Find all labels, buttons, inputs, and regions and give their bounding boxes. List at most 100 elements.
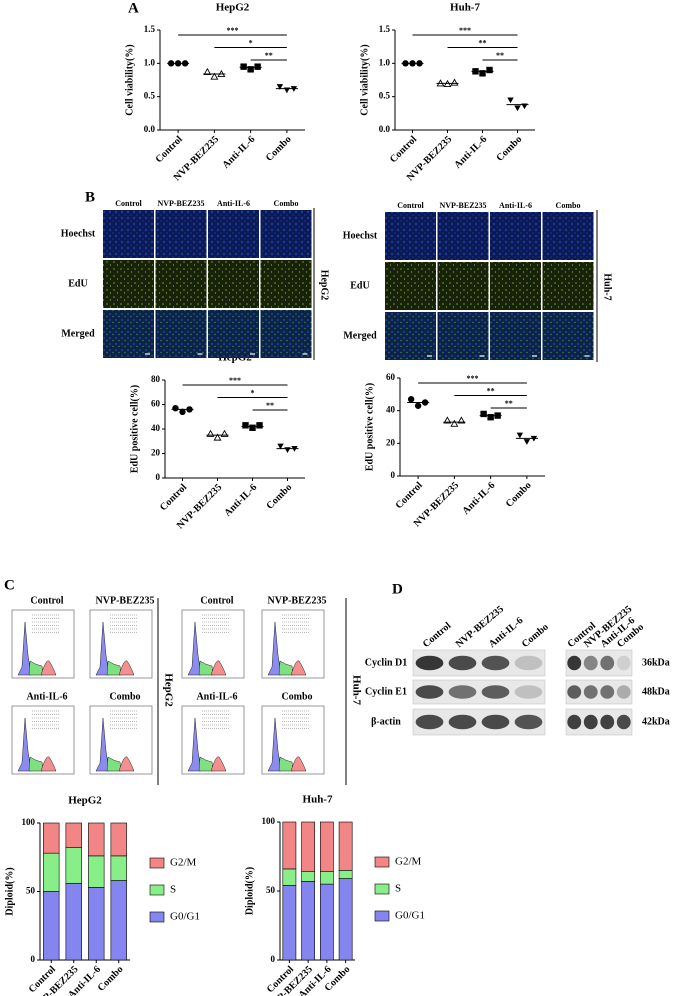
y-axis-label: Diploid(%) [4,867,15,915]
data-point [523,439,531,445]
y-tick-label: 60 [386,372,396,382]
s-phase [198,756,214,772]
micrograph [490,312,541,360]
histogram-label: Anti-IL-6 [26,691,67,702]
significance-label: *** [467,374,479,383]
band [415,714,444,730]
data-point [516,432,524,439]
bar-segment [110,880,127,961]
micrograph [260,210,312,258]
bar-segment [110,855,127,881]
legend-swatch [149,911,165,923]
blot-strip [412,649,546,677]
y-tick-label: 20 [386,437,396,447]
chart-title: HepG2 [216,2,250,14]
data-point [450,419,459,427]
g2-peak [118,660,135,676]
x-tick-label: Anti-IL-6 [461,480,498,517]
s-phase [278,756,294,772]
panel-label: B [85,189,95,205]
bar-segment [301,871,315,882]
chart-title: Huh-7 [303,794,333,806]
legend-label: G2/M [170,857,197,869]
histogram-label: NVP-BEZ235 [268,595,327,606]
cell-line-label: HepG2 [319,270,330,301]
histogram-frame [11,705,75,775]
histogram-label: Control [200,595,233,606]
bar-segment [88,822,105,857]
y-axis-label: Cell viability(%) [359,44,370,115]
row-label: EdU [68,278,87,289]
column-label: Combo [556,201,581,210]
data-point [210,72,219,80]
s-phase [106,660,122,676]
band [481,714,510,730]
legend-label: S [170,884,176,896]
micrograph [437,312,489,360]
micrograph [542,262,594,310]
column-label: Control [397,201,424,210]
protein-label: Cyclin D1 [365,657,408,668]
data-point [480,410,487,418]
micrograph [385,312,436,360]
micrograph [103,310,154,358]
x-tick-label: Control [154,134,185,165]
x-tick-label: Control [388,134,419,165]
data-point [242,422,249,429]
s-phase [106,756,122,772]
micrograph [260,310,312,358]
bar-segment [338,869,353,879]
band [583,685,598,699]
x-tick-label: Anti-IL-6 [221,134,258,171]
x-tick-label: Combo [96,964,126,994]
significance-label: *** [227,26,239,35]
data-point [486,66,493,74]
y-tick-label: 50 [266,885,276,895]
g2-peak [290,660,307,676]
bar-segment [65,847,82,884]
bar-segment [43,822,60,854]
g2-peak [40,660,57,676]
band [481,655,510,671]
size-label: 36kDa [642,657,670,668]
data-point [450,78,459,86]
micrograph [208,310,259,358]
bar-segment [338,821,353,871]
band [448,685,477,699]
column-label: Control [115,199,142,208]
panel-label: C [4,577,15,593]
data-point [256,422,263,429]
legend-label: G0/G1 [170,911,200,923]
data-point [240,63,247,70]
data-point [213,433,222,441]
histogram-frame [261,705,325,775]
y-tick-label: 1.0 [144,57,156,67]
column-label: Anti-IL-6 [499,201,532,210]
protein-label: Cyclin E1 [365,686,407,697]
significance-label: ** [265,51,273,60]
micrograph [542,312,594,360]
bar-segment [110,822,127,857]
micrograph [260,260,312,308]
cell-line-label: Huh-7 [602,273,613,300]
micrograph [208,210,259,258]
legend-swatch [149,884,165,896]
significance-label: * [249,38,253,47]
bar-segment [65,882,82,961]
band [415,655,444,671]
size-label: 42kDa [642,716,670,727]
bar-segment [320,883,334,961]
band [514,685,543,699]
data-point [443,416,452,424]
data-point [179,408,186,416]
data-point [414,402,422,409]
y-tick-label: 40 [151,423,161,433]
data-point [514,105,521,112]
cell-line-label: HepG2 [162,673,174,707]
band [481,685,510,699]
s-phase [198,660,214,676]
data-point [277,443,284,450]
significance-label: *** [229,376,241,385]
s-phase [28,660,44,676]
